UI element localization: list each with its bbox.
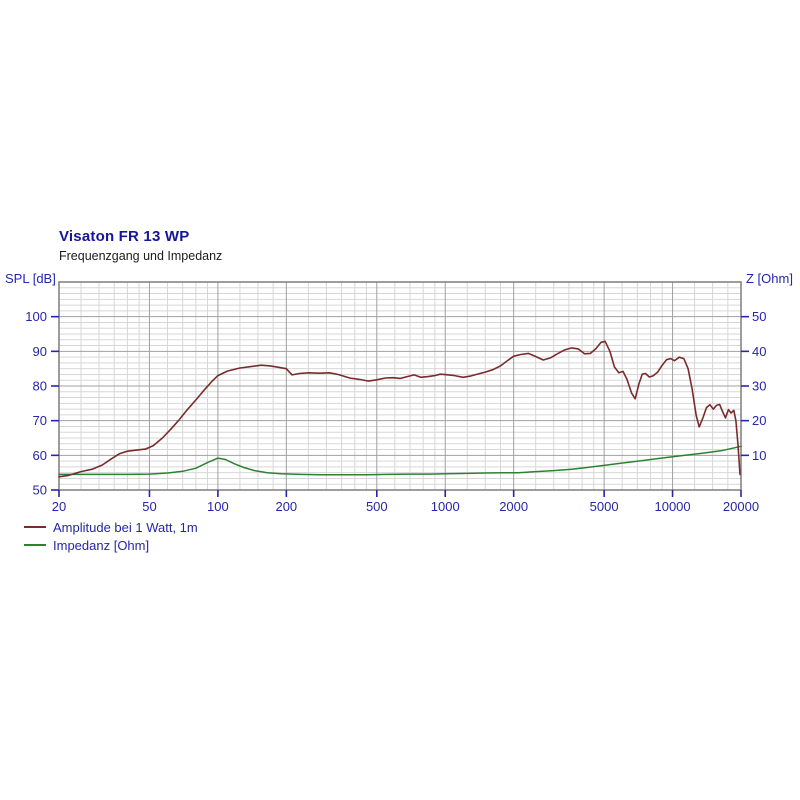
grid-major [59, 282, 741, 490]
y-right-tick-label: 20 [752, 413, 766, 428]
impedance-curve [58, 445, 742, 476]
legend-item-amplitude: Amplitude bei 1 Watt, 1m [24, 518, 198, 536]
y-left-tick-label: 60 [33, 448, 47, 463]
impedance-line-swatch [24, 544, 46, 546]
y-left-tick-label: 70 [33, 413, 47, 428]
axis-ticks [51, 315, 749, 497]
y-right-tick-labels: 50 40 30 20 10 [752, 309, 766, 463]
legend-item-impedance: Impedanz [Ohm] [24, 536, 198, 554]
chart-title: Visaton FR 13 WP [59, 228, 190, 245]
x-tick-label: 50 [142, 499, 156, 514]
y-left-tick-label: 100 [25, 309, 47, 324]
y-right-tick-label: 10 [752, 448, 766, 463]
x-tick-label: 20 [52, 499, 66, 514]
frequency-response-chart: 20 50 100 200 500 1000 2000 5000 10000 20000 100 90… [25, 281, 766, 514]
right-axis-label: Z [Ohm] [746, 271, 793, 286]
legend-label-amplitude: Amplitude bei 1 Watt, 1m [53, 519, 198, 535]
x-tick-label: 1000 [431, 499, 460, 514]
x-tick-label: 5000 [590, 499, 619, 514]
y-left-tick-labels: 100 90 80 70 60 50 [25, 309, 47, 497]
amplitude-line-swatch [24, 526, 46, 528]
legend: Amplitude bei 1 Watt, 1m Impedanz [Ohm] [24, 518, 198, 554]
y-left-tick-label: 90 [33, 344, 47, 359]
x-tick-label: 500 [366, 499, 388, 514]
x-tick-label: 200 [275, 499, 297, 514]
chart-subtitle: Frequenzgang und Impedanz [59, 249, 223, 263]
x-tick-label: 100 [207, 499, 229, 514]
x-tick-label: 10000 [654, 499, 690, 514]
y-right-tick-label: 50 [752, 309, 766, 324]
y-right-tick-label: 40 [752, 344, 766, 359]
x-tick-label: 2000 [499, 499, 528, 514]
amplitude-curve [58, 340, 741, 478]
y-left-tick-label: 50 [33, 483, 47, 498]
y-left-tick-label: 80 [33, 379, 47, 394]
x-tick-labels: 20 50 100 200 500 1000 2000 5000 10000 20000 [52, 499, 759, 514]
legend-label-impedance: Impedanz [Ohm] [53, 537, 150, 553]
left-axis-label: SPL [dB] [5, 271, 56, 286]
x-tick-label: 20000 [723, 499, 759, 514]
y-right-tick-label: 30 [752, 379, 766, 394]
